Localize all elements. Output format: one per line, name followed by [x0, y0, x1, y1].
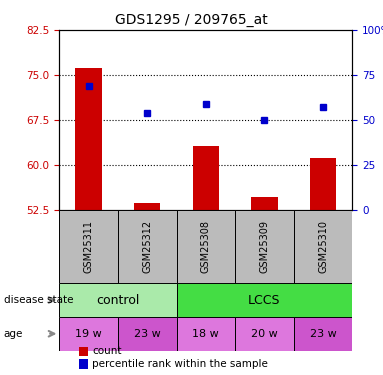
Text: 18 w: 18 w	[193, 329, 219, 339]
Bar	[294, 317, 352, 351]
Bar	[177, 210, 235, 283]
Text: count: count	[92, 346, 121, 356]
Bar	[251, 197, 278, 210]
Text: 23 w: 23 w	[310, 329, 336, 339]
Bar	[59, 317, 118, 351]
Bar	[118, 210, 177, 283]
Bar	[294, 210, 352, 283]
Text: GSM25309: GSM25309	[259, 220, 270, 273]
Text: percentile rank within the sample: percentile rank within the sample	[92, 359, 268, 369]
Text: age: age	[4, 329, 23, 339]
Bar	[310, 158, 336, 210]
Text: GSM25310: GSM25310	[318, 220, 328, 273]
Text: GSM25311: GSM25311	[83, 220, 94, 273]
Text: disease state: disease state	[4, 295, 73, 305]
Bar	[134, 203, 160, 210]
Text: 23 w: 23 w	[134, 329, 160, 339]
Bar	[59, 210, 118, 283]
Text: LCCS: LCCS	[248, 294, 281, 306]
Bar	[193, 146, 219, 210]
Text: GSM25308: GSM25308	[201, 220, 211, 273]
Bar	[75, 68, 102, 210]
Text: GSM25312: GSM25312	[142, 220, 152, 273]
Bar	[177, 317, 235, 351]
Text: control: control	[96, 294, 140, 306]
Bar	[59, 283, 177, 317]
Bar	[235, 210, 294, 283]
Bar	[118, 317, 177, 351]
Text: 19 w: 19 w	[75, 329, 102, 339]
Text: 20 w: 20 w	[251, 329, 278, 339]
Bar	[235, 317, 294, 351]
Bar	[177, 283, 352, 317]
Text: GDS1295 / 209765_at: GDS1295 / 209765_at	[115, 13, 268, 27]
